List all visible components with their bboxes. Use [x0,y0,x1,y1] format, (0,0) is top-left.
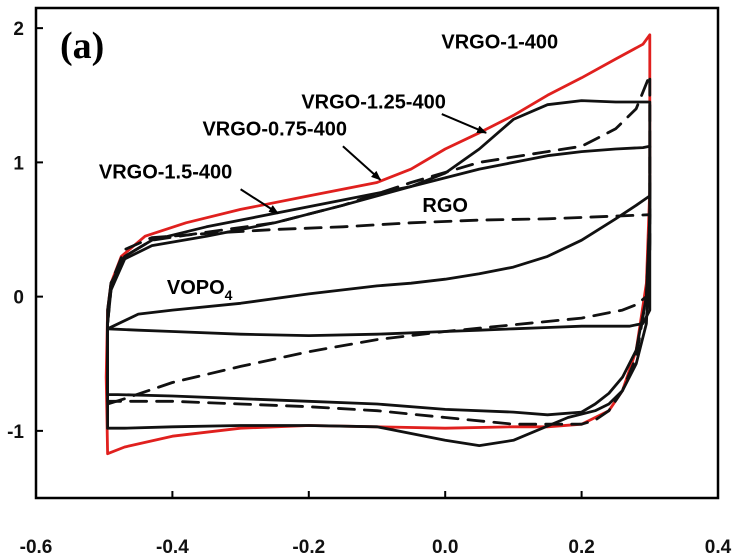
y-tick-label: 2 [13,19,24,40]
x-tick-label: 0.2 [568,537,594,557]
label-pointers [240,113,488,215]
series-label: RGO [422,195,468,217]
series-label: VOPO4 [167,277,233,303]
plot-area [34,6,720,500]
series-label: VRGO-1.25-400 [301,92,446,114]
y-tick-label: 1 [13,153,24,174]
series-vopo4-line [106,174,652,337]
y-tick-label: 0 [13,288,24,309]
series-labels: VRGO-1-400 VRGO-1.25-400 VRGO-0.75-400 VRGO… [99,31,558,303]
cv-curves [104,33,652,456]
x-tick-label: -0.6 [20,537,53,557]
pointer-arrow [342,145,382,181]
series-label: VRGO-1.5-400 [99,161,232,183]
pointer-arrow [441,113,488,134]
pointer-arrow [240,188,279,215]
axis-ticks: -0.6 -0.4 -0.2 0.0 0.2 0.4 -1 0 1 2 [7,19,732,557]
series-rgo-line [106,213,652,406]
series-label: VRGO-1-400 [441,31,558,53]
x-tick-label: -0.4 [156,537,189,557]
panel-label: (a) [60,25,104,67]
x-tick-label: 0.0 [432,537,458,557]
x-tick-label: 0.4 [705,537,732,557]
y-tick-label: -1 [7,422,24,443]
series-label: VRGO-0.75-400 [202,119,347,141]
x-tick-label: -0.2 [292,537,325,557]
